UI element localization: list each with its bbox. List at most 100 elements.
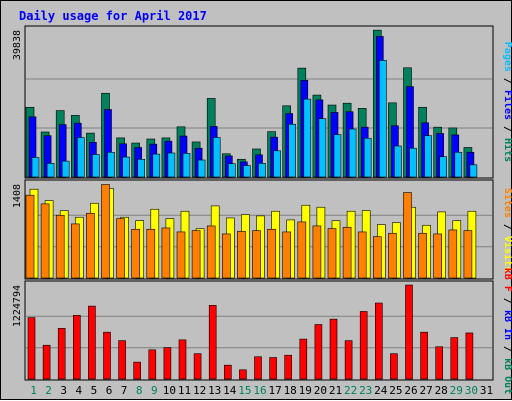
day-label-25: 25 [389,384,402,397]
day-label-11: 11 [178,384,191,397]
day-label-27: 27 [419,384,432,397]
day-label-2: 2 [45,384,52,397]
bar-pages-day-24 [378,60,387,178]
day-label-29: 29 [450,384,463,397]
bar-pages-day-21 [333,134,342,178]
day-label-28: 28 [435,384,448,397]
bar-kbytes-day-30 [465,332,474,380]
bar-kbytes-day-20 [314,324,323,380]
bar-pages-day-15 [243,165,251,178]
bar-sites-day-5 [86,212,95,279]
panel-pages-files-hits: 39838 Pages / Files / Hits [12,25,512,179]
bar-pages-day-8 [137,158,145,178]
day-label-12: 12 [193,384,206,397]
bar-pages-day-28 [439,156,448,178]
bar-sites-day-16 [252,230,261,279]
bar-pages-day-1 [31,157,40,178]
bar-sites-day-1 [25,194,35,279]
bar-kbytes-day-12 [193,353,202,380]
bar-pages-day-23 [363,137,372,178]
bar-kbytes-day-16 [254,356,262,380]
bar-kbytes-day-22 [344,340,353,380]
right-label-top-part-0: Pages [502,42,512,72]
bar-pages-day-6 [107,151,115,178]
bar-kbytes-day-11 [178,339,187,380]
bar-pages-day-3 [61,160,70,178]
bar-sites-day-30 [463,230,473,279]
right-label-middle-part-0: Sites [502,188,512,218]
day-label-20: 20 [314,384,327,397]
bar-kbytes-day-8 [133,361,141,380]
bar-sites-day-25 [388,232,397,279]
bar-kbytes-day-13 [208,305,217,380]
bar-pages-day-4 [77,137,85,178]
bar-sites-day-12 [191,230,201,279]
day-label-1: 1 [30,384,37,397]
right-label-middle-part-2: Visits [502,236,512,272]
bar-kbytes-day-6 [103,331,111,380]
day-label-5: 5 [91,384,98,397]
chart-title: Daily usage for April 2017 [19,9,207,23]
day-label-10: 10 [163,384,176,397]
bar-pages-day-25 [394,145,402,178]
day-label-13: 13 [208,384,221,397]
day-label-18: 18 [284,384,297,397]
bar-sites-day-11 [176,231,186,279]
bar-sites-day-21 [327,228,337,279]
bar-sites-day-20 [312,225,322,279]
bar-sites-day-10 [161,227,171,279]
bar-kbytes-day-3 [57,328,66,380]
bar-pages-day-16 [258,163,266,178]
panel-visits-sites: 1408 Sites / Visits [12,179,512,280]
right-label-top-part-2: Files [502,90,512,120]
bar-kbytes-day-26 [405,284,413,380]
bar-pages-day-14 [228,163,236,178]
right-label-top-part-4: Hits [502,138,512,162]
bar-sites-day-9 [146,228,156,279]
bar-sites-day-24 [372,236,382,279]
bar-pages-day-11 [182,153,191,178]
bar-sites-day-23 [357,231,367,279]
panel1-legend: Pages / Files / Hits [502,42,512,162]
right-label-middle-part-1: / [502,218,512,236]
right-label-top-part-3: / [502,120,512,138]
bar-sites-day-4 [71,223,80,279]
panel1-ymax-label: 39838 [12,30,23,60]
right-label-bottom-part-0: kB F [502,268,512,292]
bar-sites-day-26 [403,192,412,279]
bar-sites-day-13 [206,225,216,279]
day-label-21: 21 [329,384,342,397]
panel3-bars [27,284,474,380]
bar-kbytes-day-28 [435,346,444,380]
bar-kbytes-day-17 [269,357,277,380]
day-label-8: 8 [136,384,143,397]
bar-kbytes-day-14 [224,364,232,380]
bar-kbytes-day-5 [88,305,96,380]
bar-sites-day-7 [116,218,125,279]
panel-kbytes: 1224794 kB F / kB In / kB Out [12,268,512,394]
bar-sites-day-17 [267,228,276,279]
bar-kbytes-day-24 [374,302,383,380]
bar-kbytes-day-29 [450,337,459,380]
day-label-4: 4 [75,384,82,397]
bar-kbytes-day-18 [284,354,293,380]
bar-pages-day-27 [424,135,432,178]
bar-kbytes-day-9 [148,349,157,380]
day-label-14: 14 [223,384,237,397]
day-label-9: 9 [151,384,158,397]
panel2-ymax-label: 1408 [12,184,23,208]
bar-sites-day-6 [101,184,110,279]
day-label-6: 6 [106,384,113,397]
panel2-bars [25,184,477,279]
day-label-16: 16 [253,384,266,397]
right-label-bottom-part-4: kB Out [502,358,512,394]
bar-kbytes-day-23 [359,311,368,380]
bar-pages-day-5 [92,154,100,178]
bar-kbytes-day-15 [239,369,247,380]
right-label-top-part-1: / [502,72,512,90]
day-label-30: 30 [465,384,478,397]
day-label-19: 19 [299,384,312,397]
right-label-bottom-part-1: / [502,292,512,310]
